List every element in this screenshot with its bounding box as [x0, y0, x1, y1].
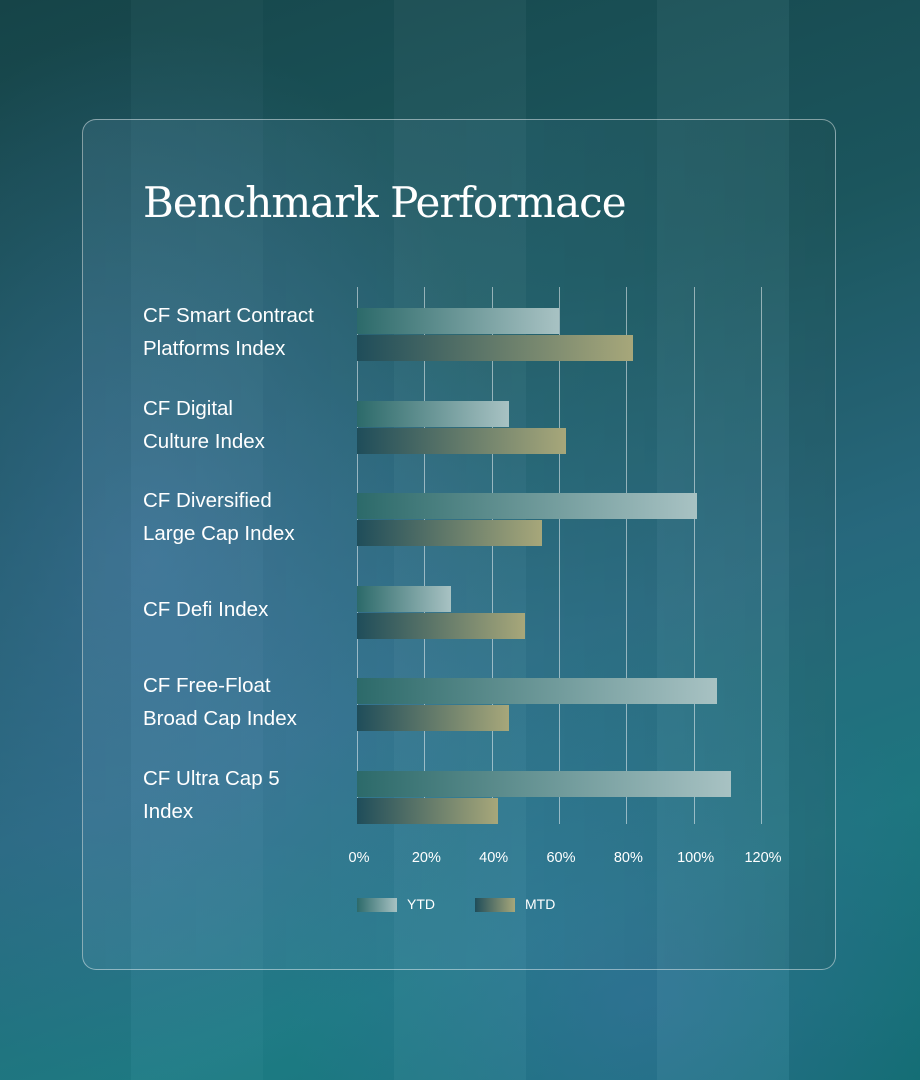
ytd-bar: [357, 678, 718, 704]
category-label-line: CF Smart Contract: [143, 304, 314, 327]
x-tick-label: 20%: [411, 850, 441, 866]
legend-swatch-ytd: [357, 898, 397, 912]
category-label: CF Diversified Large Cap Index: [143, 484, 348, 550]
category-label-line: Index: [143, 799, 194, 823]
ytd-bar: [357, 493, 698, 519]
category-label-line: Large Cap Index: [143, 522, 295, 545]
ytd-bar: [357, 585, 452, 612]
category-label-line: CF Ultra Cap 5: [143, 766, 280, 790]
gridline: [492, 287, 493, 824]
ytd-bar: [357, 770, 731, 797]
x-tick-label: 100%: [677, 850, 715, 866]
ytd-bar: [357, 400, 509, 427]
chart-title: Benchmark Performace: [143, 178, 627, 227]
category-label-line: Culture Index: [143, 429, 265, 453]
legend-swatch-mtd: [475, 898, 515, 912]
ytd-bar: [357, 308, 559, 334]
mtd-bar: [357, 705, 509, 731]
category-label-line: CF Diversified: [143, 489, 272, 512]
x-tick-label: 40%: [479, 850, 509, 866]
category-label-line: CF Free-Float: [143, 674, 271, 697]
mtd-bar: [357, 612, 526, 639]
legend-label-mtd: MTD: [525, 896, 556, 912]
category-label-line: Broad Cap Index: [143, 707, 297, 730]
category-label: CF Smart Contract Platforms Index: [143, 299, 348, 365]
mtd-bar: [357, 335, 634, 361]
x-tick-label: 80%: [613, 850, 643, 866]
category-label: CF Free-Float Broad Cap Index: [143, 669, 348, 735]
gridline: [559, 287, 560, 824]
gridline: [761, 287, 762, 824]
category-label: CF Defi Index: [143, 593, 348, 626]
category-label: CF Digital Culture Index: [143, 392, 348, 458]
category-label: CF Ultra Cap 5 Index: [143, 762, 348, 828]
x-tick-label: 60%: [546, 850, 576, 866]
gridline: [626, 287, 627, 824]
gridline: [357, 287, 358, 824]
mtd-bar: [357, 520, 543, 546]
legend-label-ytd: YTD: [407, 896, 435, 912]
gridline: [694, 287, 695, 824]
category-label-line: CF Defi Index: [143, 598, 269, 621]
mtd-bar: [357, 427, 566, 454]
mtd-bar: [357, 797, 499, 824]
x-tick-label: 0%: [348, 850, 370, 866]
gridline: [424, 287, 425, 824]
x-tick-label: 120%: [744, 850, 782, 866]
category-label-line: Platforms Index: [143, 337, 286, 360]
category-label-line: CF Digital: [143, 396, 233, 420]
